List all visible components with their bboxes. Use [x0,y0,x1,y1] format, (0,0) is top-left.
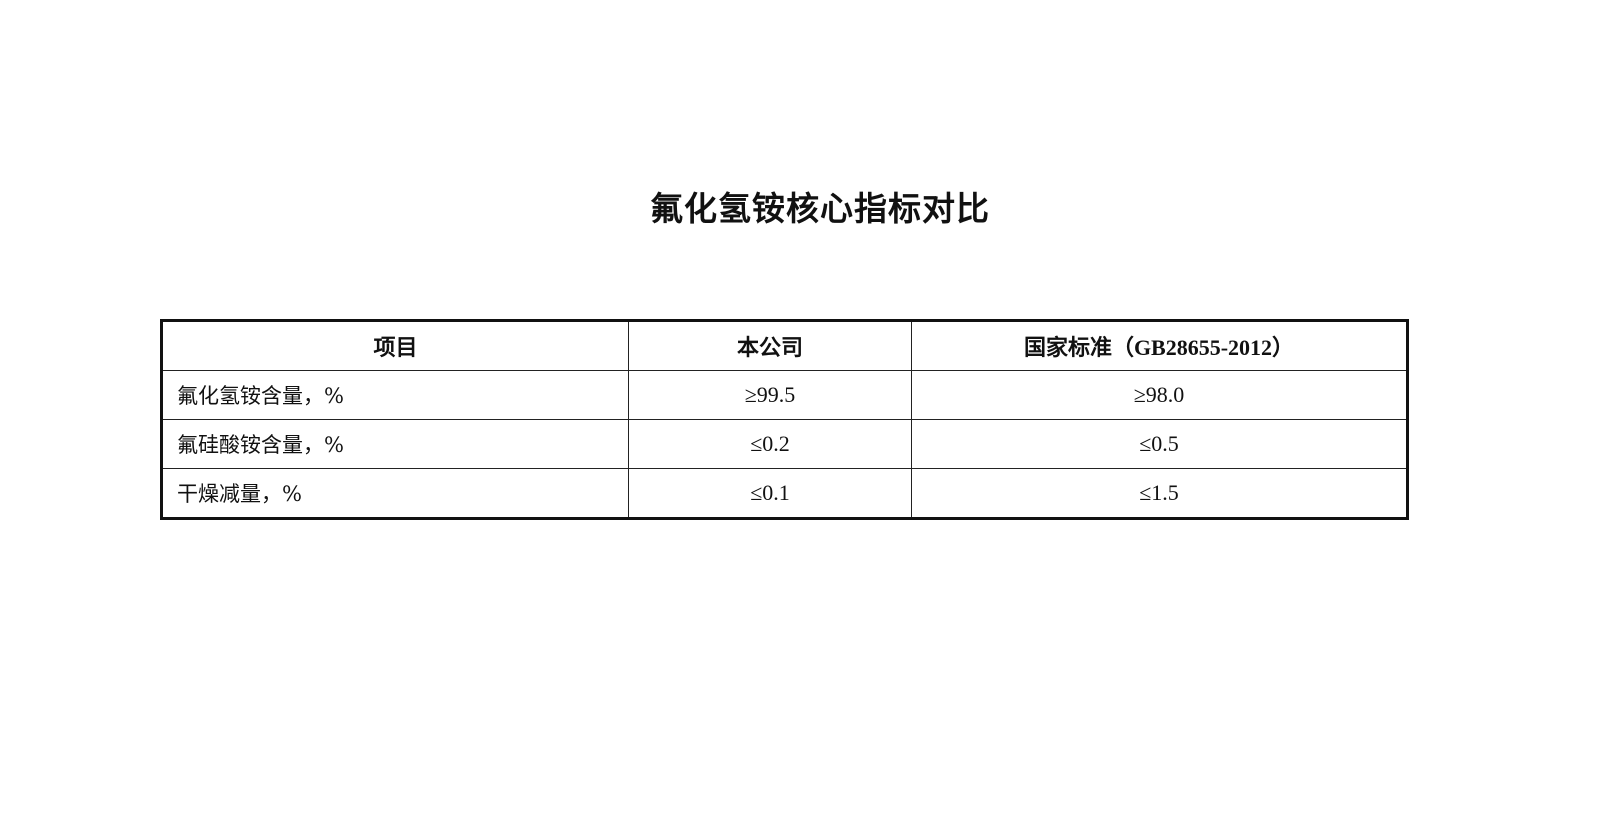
table-header-row: 项目 本公司 国家标准（GB28655-2012） [161,320,1408,371]
cell-company: ≤0.2 [628,419,912,469]
cell-company: ≥99.5 [628,370,912,420]
cell-standard: ≤0.5 [911,419,1408,469]
cell-standard: ≥98.0 [911,370,1408,420]
cell-item: 氟化氢铵含量，% [161,370,629,420]
cell-standard: ≤1.5 [911,468,1408,519]
header-item: 项目 [161,320,629,371]
cell-item: 氟硅酸铵含量，% [161,419,629,469]
table-row: 氟化氢铵含量，% ≥99.5 ≥98.0 [161,370,1408,420]
document-title: 氟化氢铵核心指标对比 [650,189,990,228]
comparison-table: 项目 本公司 国家标准（GB28655-2012） 氟化氢铵含量，% ≥99.5… [160,319,1409,520]
header-company: 本公司 [628,320,912,371]
cell-company: ≤0.1 [628,468,912,519]
cell-item: 干燥减量，% [161,468,629,519]
table-row: 干燥减量，% ≤0.1 ≤1.5 [161,468,1408,519]
table-row: 氟硅酸铵含量，% ≤0.2 ≤0.5 [161,419,1408,469]
header-national-standard: 国家标准（GB28655-2012） [911,320,1408,371]
